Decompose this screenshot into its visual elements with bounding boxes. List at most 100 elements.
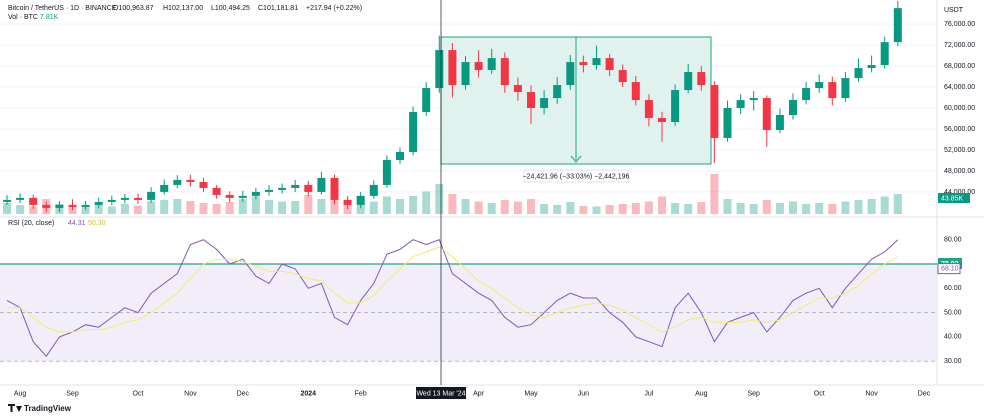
x-tick-label: May <box>524 390 538 397</box>
volume-scale-box <box>938 193 970 203</box>
candle-body <box>841 78 850 99</box>
candle-body <box>500 58 509 86</box>
candle-body <box>671 90 680 123</box>
candle-body <box>238 195 247 198</box>
volume-bar <box>605 205 614 214</box>
crosshair-label: Wed 13 Mar '24 <box>416 390 465 397</box>
ohlc-high: H102,137.00 <box>163 5 203 12</box>
volume-bar <box>487 203 496 214</box>
measure-label-box <box>523 169 629 183</box>
volume-bar <box>579 206 588 214</box>
candle-body <box>147 191 156 200</box>
candle-body <box>422 88 431 113</box>
volume-bar <box>212 204 221 214</box>
x-tick-label: Dec <box>237 390 250 397</box>
candle-body <box>81 204 90 207</box>
candle-body <box>461 62 470 86</box>
candle-body <box>265 189 273 192</box>
candle-body <box>356 195 365 205</box>
candle-body <box>134 197 142 200</box>
candle-body <box>880 42 889 66</box>
candle-body <box>684 72 693 91</box>
y-tick-label: 72,000.00 <box>944 42 975 49</box>
volume-bar <box>566 202 575 214</box>
y-tick-label: 50.00 <box>944 309 962 316</box>
candle-body <box>802 88 811 101</box>
y-tick-label: 64,000.00 <box>944 84 975 91</box>
volume-bar <box>29 206 38 214</box>
volume-bar <box>854 200 863 214</box>
volume-bar <box>16 205 25 214</box>
axes: 76,000.00 72,000.00 68,000.00 64,000.00 60,0… <box>14 21 975 397</box>
crosshair-box <box>416 387 466 399</box>
candle-body <box>474 62 483 71</box>
volume-bar <box>461 199 470 214</box>
candle-body <box>212 187 221 195</box>
volume-bar <box>448 194 457 214</box>
volume-bar <box>736 203 745 214</box>
candle-body <box>723 108 732 138</box>
x-tick-label: Aug <box>14 390 27 397</box>
volume-bar <box>802 204 811 214</box>
candle-body <box>513 85 522 93</box>
candle-body <box>160 184 169 192</box>
x-tick-label: Jul <box>644 390 653 397</box>
volume-bar <box>762 200 771 214</box>
volume-bar <box>317 199 326 214</box>
x-tick-label: Jun <box>578 390 589 397</box>
candle-body <box>644 100 653 118</box>
candle-body <box>29 197 38 205</box>
candle-body <box>736 100 745 109</box>
volume-bar <box>251 196 260 214</box>
candle-body <box>173 179 182 185</box>
y-tick-label: 60,000.00 <box>944 105 975 112</box>
volume-bar <box>304 195 313 214</box>
candle-body <box>225 194 234 198</box>
change: +217.94 (+0.22%) <box>306 5 362 12</box>
candle-body <box>409 112 418 152</box>
candle-body <box>605 58 614 71</box>
volume-bar <box>147 201 156 214</box>
y-tick-label: 48,000.00 <box>944 168 975 175</box>
logo-text: TradingView <box>24 404 72 413</box>
volume-bar <box>671 203 680 214</box>
measure-label: −24,421.96 (−33.03%) −2,442,196 <box>523 173 630 180</box>
candles <box>3 1 902 213</box>
volume-bar <box>880 196 889 214</box>
volume-bar <box>710 174 719 214</box>
x-tick-label: 2024 <box>301 390 317 397</box>
candle-body <box>697 72 706 86</box>
volume-bar <box>422 191 431 214</box>
y-tick-label: 76,000.00 <box>944 21 975 28</box>
volume-bar <box>789 201 797 214</box>
volume-bar <box>828 204 837 214</box>
candle-body <box>291 184 300 188</box>
x-tick-label: Apr <box>473 390 485 397</box>
volume-bar <box>238 199 247 214</box>
volume-bar <box>107 206 116 214</box>
rsi-title: RSI (20, close) <box>8 220 54 227</box>
volume-bar <box>474 201 483 214</box>
volume-bar <box>94 205 103 214</box>
candle-body <box>330 177 339 200</box>
volume-bar <box>3 203 11 214</box>
x-tick-label: Aug <box>695 390 708 397</box>
volume-bar <box>841 201 850 214</box>
volume-title: Vol · BTC <box>8 14 38 21</box>
volume-bar <box>173 199 182 214</box>
volume-bar <box>749 204 758 214</box>
candle-body <box>42 204 51 208</box>
volume-bar <box>631 203 640 214</box>
candle-body <box>658 117 666 123</box>
candle-body <box>527 92 535 109</box>
candle-body <box>631 82 640 101</box>
x-tick-label: Sep <box>747 390 760 397</box>
candle-body <box>107 199 116 202</box>
volume-bar <box>867 199 876 214</box>
volume-bar <box>382 196 391 214</box>
rsi-ma-line <box>7 246 899 333</box>
x-tick-label: Oct <box>133 390 144 397</box>
y-tick-label: 30.00 <box>944 358 962 365</box>
